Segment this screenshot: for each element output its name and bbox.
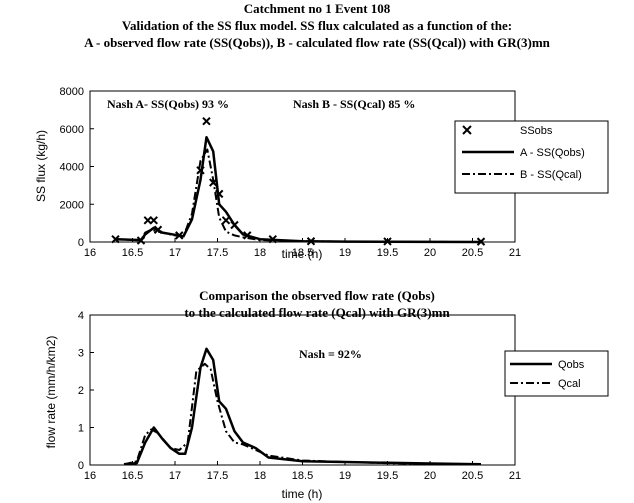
chart2-series: [123, 347, 482, 466]
nash-a-annotation: Nash A- SS(Qobs) 93 %: [107, 97, 229, 111]
series-point-ssobs: [221, 216, 231, 225]
chart1-y-tick-label: 6000: [60, 124, 84, 136]
chart1-x-tick-label: 19.5: [377, 247, 398, 259]
legend-label-qcal: Qcal: [558, 378, 581, 390]
series-point-ssobs: [149, 216, 158, 225]
chart2-x-tick-label: 19.5: [377, 470, 398, 482]
legend-label-ssobs: SSobs: [520, 125, 553, 137]
legend-label-a-ssqobs: A - SS(Qobs): [520, 147, 585, 159]
legend-item-a-ssqobs: A - SS(Qobs): [462, 147, 585, 159]
legend-item-qobs: Qobs: [510, 359, 585, 371]
chart1-ticks: 16 16.5 17 17.5 18 18.5 19 19.5 20 20.5 21 0 2000 400…: [60, 86, 522, 259]
series-line-qcal: [123, 362, 482, 466]
chart1-y-tick-label: 2000: [60, 199, 84, 211]
chart1-y-tick-label: 0: [78, 237, 84, 249]
legend-label-b-ssqcal: B - SS(Qcal): [520, 169, 582, 181]
figure-title-line-3: A - observed flow rate (SS(Qobs)), B - c…: [84, 35, 551, 50]
legend-label-qobs: Qobs: [558, 359, 585, 371]
chart2-x-tick-label: 16.5: [122, 470, 143, 482]
chart2-y-tick-label: 1: [78, 423, 84, 435]
chart2-y-tick-label: 2: [78, 385, 84, 397]
chart1-y-tick-label: 4000: [60, 162, 84, 174]
nash-b-annotation: Nash B - SS(Qcal) 85 %: [293, 97, 415, 111]
chart2-legend-box: [504, 350, 609, 397]
series-line-b-ss-qcal: [115, 148, 482, 243]
chart2-y-tick-label: 0: [78, 460, 84, 472]
nash-annotation: Nash = 92%: [299, 347, 362, 361]
chart1-x-tick-label: 20.5: [462, 247, 483, 259]
chart2-title-line-1: Comparison the observed flow rate (Qobs): [199, 288, 435, 303]
figure-title-line-1: Catchment no 1 Event 108: [244, 1, 391, 16]
chart1-series: [111, 116, 486, 246]
ss-flux-chart: 16 16.5 17 17.5 18 18.5 19 19.5 20 20.5 21 0 2000 400…: [34, 86, 609, 261]
chart1-x-axis-label: time (h): [282, 247, 323, 261]
series-point-ssobs: [111, 234, 120, 244]
chart2-x-tick-label: 17.5: [207, 470, 228, 482]
legend-item-b-ssqcal: B - SS(Qcal): [462, 169, 582, 181]
chart2-ticks: 16 16.5 17 17.5 18 18.5 19 19.5 20 20.5 21 0 1 2 3 4: [78, 310, 521, 482]
chart1-legend-box: [454, 120, 609, 194]
chart1-x-tick-label: 16: [84, 247, 96, 259]
legend-item-ssobs: SSobs: [462, 125, 553, 137]
series-line-qobs: [123, 347, 482, 466]
chart1-x-tick-label: 16.5: [122, 247, 143, 259]
chart2-legend: Qobs Qcal: [504, 350, 609, 397]
chart1-x-tick-label: 21: [509, 247, 521, 259]
chart1-x-tick-label: 20: [424, 247, 436, 259]
legend-marker-ssobs: [462, 125, 472, 135]
chart2-x-tick-label: 20: [424, 470, 436, 482]
chart2-title-line-2: to the calculated flow rate (Qcal) with …: [184, 305, 450, 320]
chart2-x-tick-label: 19: [339, 470, 351, 482]
flow-rate-chart: Comparison the observed flow rate (Qobs)…: [44, 288, 609, 501]
chart2-y-tick-label: 3: [78, 348, 84, 360]
legend-item-qcal: Qcal: [510, 378, 581, 390]
figure-title-line-2: Validation of the SS flux model. SS flux…: [122, 18, 512, 33]
chart1-legend: SSobs A - SS(Qobs) B - SS(Qcal): [454, 120, 609, 194]
chart1-x-tick-label: 17: [169, 247, 181, 259]
chart2-y-tick-label: 4: [78, 310, 84, 322]
chart1-y-tick-label: 8000: [60, 86, 84, 98]
series-line-a-ss-qobs: [115, 135, 482, 244]
chart2-x-tick-label: 20.5: [462, 470, 483, 482]
chart1-x-tick-label: 17.5: [207, 247, 228, 259]
chart2-x-tick-label: 17: [169, 470, 181, 482]
chart2-x-tick-label: 18: [254, 470, 266, 482]
chart2-x-tick-label: 16: [84, 470, 96, 482]
chart1-x-tick-label: 18: [254, 247, 266, 259]
chart1-x-tick-label: 19: [339, 247, 351, 259]
chart2-y-axis-label: flow rate (mm/h/km2): [44, 336, 58, 449]
chart2-x-axis-label: time (h): [282, 487, 323, 501]
series-point-ssobs: [202, 116, 211, 126]
chart2-x-tick-label: 21: [509, 470, 521, 482]
chart2-x-tick-label: 18.5: [292, 470, 313, 482]
chart1-y-axis-label: SS flux (kg/h): [34, 130, 48, 202]
chart2-plot-frame: [89, 314, 516, 466]
chart1-x-tick-label: 18.5: [292, 247, 313, 259]
